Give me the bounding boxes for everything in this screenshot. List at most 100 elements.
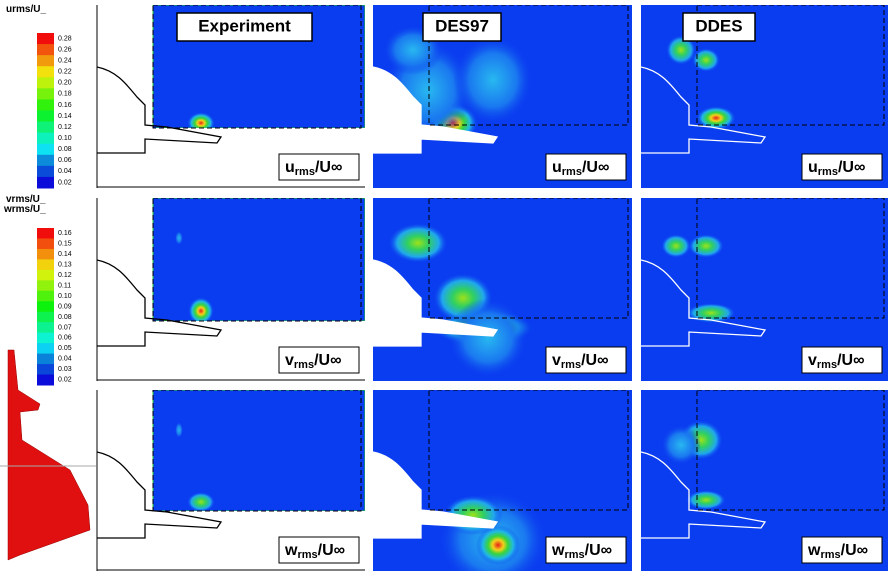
colorbar-label: 0.04 bbox=[58, 168, 72, 175]
colorbar-label: 0.12 bbox=[58, 124, 72, 131]
colorbar-cell bbox=[37, 88, 54, 100]
colorbar-label: 0.28 bbox=[58, 35, 72, 42]
legend-title: urms/U_ bbox=[6, 4, 46, 15]
contour-blob bbox=[692, 48, 720, 72]
colorbar-label: 0.10 bbox=[58, 293, 72, 300]
colorbar-cell bbox=[37, 177, 54, 189]
colorbar-cell bbox=[37, 99, 54, 111]
panel-label: vrms/U∞ bbox=[552, 352, 609, 371]
panel: urms/U∞ Experiment bbox=[97, 5, 365, 188]
figure: urms/U_ vrms/U_ wrms/U_ 0.280.260.240.22… bbox=[0, 0, 888, 573]
colorbar-label: 0.16 bbox=[58, 102, 72, 109]
colorbar-label: 0.14 bbox=[58, 113, 72, 120]
colorbar-cell bbox=[37, 44, 54, 56]
colorbar-cell bbox=[37, 364, 54, 375]
colorbar-cell bbox=[37, 77, 54, 89]
label-part: u bbox=[552, 159, 562, 176]
contour-blob bbox=[661, 234, 691, 258]
column-title: DES97 bbox=[435, 16, 489, 35]
colorbar-label: 0.16 bbox=[58, 230, 72, 237]
colorbar-label: 0.05 bbox=[58, 345, 72, 352]
colorbar-cell bbox=[37, 322, 54, 333]
label-part: /U∞ bbox=[585, 542, 612, 559]
colorbar-label: 0.06 bbox=[58, 157, 72, 164]
label-part: /U∞ bbox=[838, 159, 865, 176]
colorbar-cell bbox=[37, 122, 54, 134]
colorbar-cell bbox=[37, 155, 54, 167]
label-part: /U∞ bbox=[582, 159, 609, 176]
label-part: v bbox=[552, 352, 561, 369]
colorbar-label: 0.12 bbox=[58, 272, 72, 279]
colorbar-label: 0.07 bbox=[58, 324, 72, 331]
label-part: rms bbox=[561, 359, 581, 371]
colorbar-label: 0.09 bbox=[58, 303, 72, 310]
label-part: rms bbox=[562, 166, 582, 178]
colorbar-cell bbox=[37, 280, 54, 291]
colorbar-label: 0.04 bbox=[58, 356, 72, 363]
colorbar-label: 0.14 bbox=[58, 251, 72, 258]
colorbar-cell bbox=[37, 144, 54, 156]
panel: vrms/U∞ bbox=[641, 198, 888, 381]
label-part: u bbox=[285, 159, 295, 176]
contour-blob bbox=[661, 425, 701, 465]
colorbar-cell bbox=[37, 33, 54, 45]
colorbar-cell bbox=[37, 238, 54, 249]
label-part: /U∞ bbox=[581, 352, 608, 369]
contour-blob bbox=[175, 231, 183, 245]
label-part: /U∞ bbox=[318, 542, 345, 559]
label-part: v bbox=[285, 352, 294, 369]
colorbar-label: 0.18 bbox=[58, 91, 72, 98]
colorbar-label: 0.08 bbox=[58, 314, 72, 321]
contour-blob bbox=[448, 298, 528, 378]
colorbar-cell bbox=[37, 66, 54, 78]
label-part: /U∞ bbox=[314, 352, 341, 369]
colorbar-label: 0.11 bbox=[58, 282, 71, 289]
label-part: rms bbox=[295, 166, 315, 178]
label-part: v bbox=[808, 352, 817, 369]
panel: wrms/U∞ bbox=[373, 390, 632, 573]
colorbar-label: 0.03 bbox=[58, 366, 72, 373]
colorbar-label: 0.24 bbox=[58, 58, 72, 65]
contour-blob bbox=[688, 234, 724, 258]
colorbar-label: 0.13 bbox=[58, 261, 72, 268]
colorbar-cell bbox=[37, 354, 54, 365]
label-part: rms bbox=[297, 549, 317, 561]
label-part: rms bbox=[818, 166, 838, 178]
colorbar-cell bbox=[37, 312, 54, 323]
colorbar-cell bbox=[37, 270, 54, 281]
colorbar-label: 0.02 bbox=[58, 377, 72, 384]
colorbar-label: 0.20 bbox=[58, 80, 72, 87]
panel: vrms/U∞ bbox=[373, 198, 632, 381]
panel: wrms/U∞ bbox=[641, 390, 888, 571]
column-title: Experiment bbox=[198, 16, 291, 35]
colorbar-cell bbox=[37, 259, 54, 270]
colorbar-cell bbox=[37, 375, 54, 386]
legend-title-overlay: wrms/U_ bbox=[3, 204, 46, 215]
colorbar-cell bbox=[37, 228, 54, 239]
colorbar-cell bbox=[37, 333, 54, 344]
label-part: rms bbox=[294, 359, 314, 371]
label-part: /U∞ bbox=[315, 159, 342, 176]
label-part: w bbox=[551, 542, 565, 559]
flow-region bbox=[153, 390, 365, 511]
label-part: w bbox=[807, 542, 821, 559]
panel: urms/U∞ DDES bbox=[641, 5, 888, 188]
colorbar-label: 0.02 bbox=[58, 179, 72, 186]
label-part: /U∞ bbox=[837, 352, 864, 369]
label-part: u bbox=[808, 159, 818, 176]
colorbar-label: 0.15 bbox=[58, 241, 72, 248]
flow-region bbox=[153, 198, 365, 321]
panel-label: vrms/U∞ bbox=[808, 352, 865, 371]
label-part: w bbox=[284, 542, 298, 559]
label-part: /U∞ bbox=[841, 542, 868, 559]
colorbar-label: 0.26 bbox=[58, 46, 72, 53]
panel-label: vrms/U∞ bbox=[285, 352, 342, 371]
panel: urms/U∞ DES97 bbox=[373, 5, 632, 188]
colorbar-cell bbox=[37, 291, 54, 302]
colorbar-label: 0.08 bbox=[58, 146, 72, 153]
panel: wrms/U∞ bbox=[97, 390, 365, 571]
colorbar-cell bbox=[37, 133, 54, 145]
colorbar-label: 0.10 bbox=[58, 135, 72, 142]
column-title: DDES bbox=[695, 16, 742, 35]
label-part: rms bbox=[564, 549, 584, 561]
